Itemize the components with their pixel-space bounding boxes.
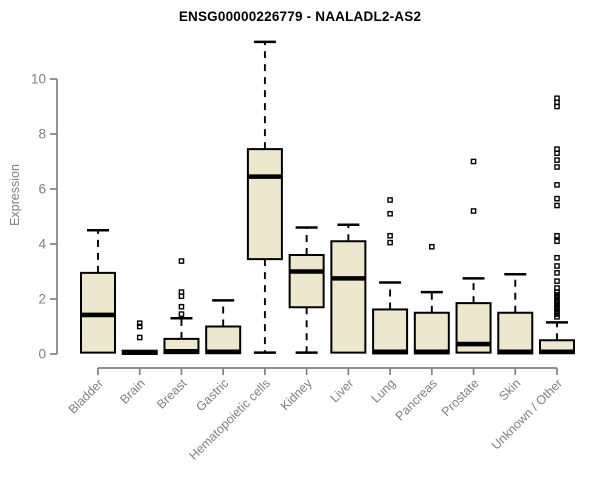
box-unknown-other: [539, 95, 575, 355]
box-pancreas: [413, 243, 450, 355]
box-lung: [372, 197, 409, 355]
outlier-point: [554, 195, 560, 202]
x-tick-label: Brain: [117, 376, 148, 407]
box-hematopoietic-cells: [246, 40, 283, 354]
outlier-point: [387, 197, 393, 203]
x-tick-label: Liver: [327, 376, 356, 405]
y-tick-label: 4: [38, 237, 46, 252]
outlier-point: [178, 303, 185, 310]
box-rect: [413, 311, 450, 355]
outlier-point: [136, 323, 143, 330]
outlier-point: [178, 289, 185, 295]
outlier-point: [554, 270, 560, 276]
outlier-point: [554, 232, 560, 239]
box-rect: [330, 240, 367, 354]
outlier-point: [554, 95, 560, 102]
box-liver: [330, 223, 367, 354]
y-tick-label: 8: [38, 127, 46, 142]
outlier-point: [554, 285, 560, 291]
outlier-point: [554, 202, 560, 209]
y-tick-label: 6: [38, 182, 46, 197]
y-tick-label: 2: [38, 292, 46, 307]
box-kidney: [288, 226, 325, 354]
outlier-point: [554, 254, 560, 261]
outlier-point: [178, 258, 185, 264]
box-breast: [163, 258, 200, 355]
outlier-point: [554, 157, 560, 163]
outlier-point: [136, 334, 143, 341]
x-tick-label: Prostate: [439, 376, 482, 419]
chart-title: ENSG00000226779 - NAALADL2-AS2: [178, 9, 422, 24]
box-prostate: [455, 158, 492, 354]
x-tick-label: Kidney: [278, 376, 315, 413]
x-tick-label: Bladder: [66, 376, 106, 416]
x-tick-label: Pancreas: [393, 376, 440, 423]
outlier-point: [387, 239, 393, 246]
box-bladder: [80, 228, 116, 354]
x-tick-label: Skin: [496, 376, 523, 403]
outlier-point: [554, 164, 560, 170]
y-tick-label: 0: [38, 347, 46, 362]
outlier-point: [470, 208, 477, 214]
outlier-point: [554, 278, 560, 284]
box-rect: [246, 148, 283, 261]
box-rect: [497, 311, 534, 355]
outlier-point: [136, 320, 143, 327]
x-tick-label: Gastric: [193, 376, 231, 414]
outlier-point: [554, 238, 560, 245]
y-axis: 0 2 4 6 8 10: [31, 72, 58, 362]
x-tick-label: Lung: [369, 376, 399, 406]
box-rect: [288, 254, 325, 309]
box-rect: [372, 308, 409, 355]
box-gastric: [205, 299, 242, 355]
outlier-point: [470, 158, 477, 165]
outlier-point: [387, 232, 393, 239]
outlier-point: [554, 146, 560, 152]
x-tick-label: Hematopoietic cells: [186, 376, 273, 463]
outlier-point: [554, 182, 560, 188]
outlier-point: [554, 263, 560, 269]
x-tick-label: Breast: [154, 376, 190, 412]
x-tick-label: Unknown / Other: [489, 376, 565, 452]
outlier-point: [429, 243, 435, 250]
outlier-point: [387, 210, 393, 217]
box-skin: [497, 272, 534, 355]
outlier-point: [178, 311, 185, 317]
y-tick-label: 10: [31, 72, 46, 87]
box-brain: [121, 320, 158, 356]
box-rect: [205, 325, 242, 355]
